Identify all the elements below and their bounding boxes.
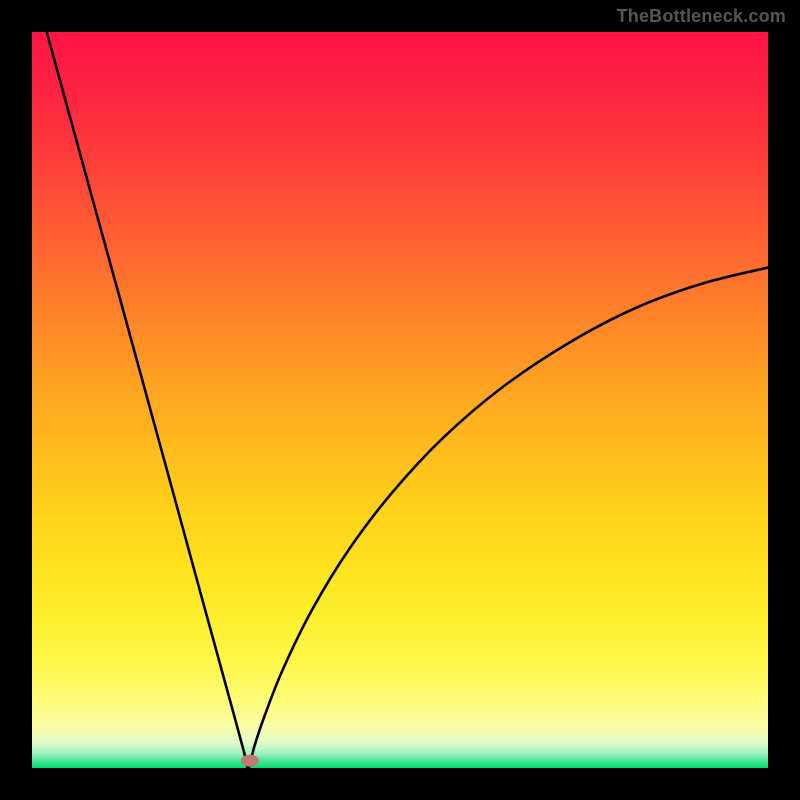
minimum-marker-icon <box>241 755 259 767</box>
gradient-background <box>32 32 768 768</box>
bottleneck-plot <box>32 32 768 768</box>
plot-svg <box>32 32 768 768</box>
watermark-text: TheBottleneck.com <box>617 6 786 27</box>
